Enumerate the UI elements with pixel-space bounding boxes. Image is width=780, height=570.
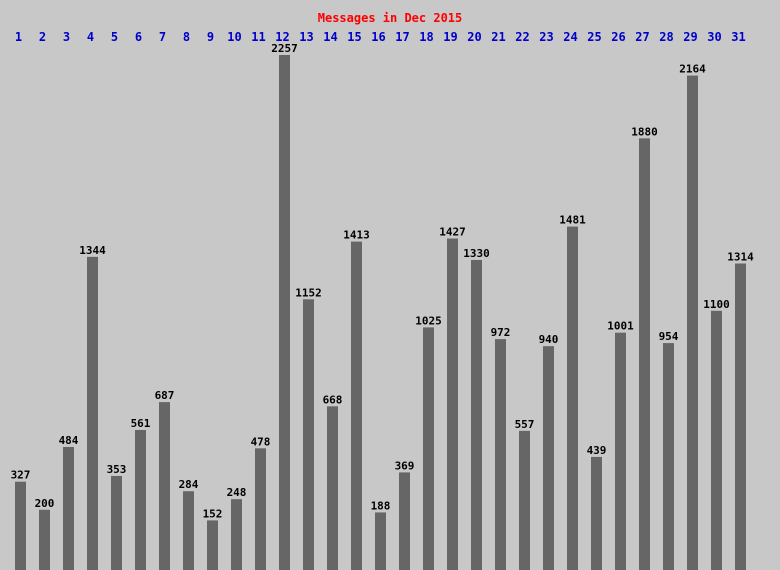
value-label: 1330 xyxy=(463,247,490,260)
bar xyxy=(711,310,722,570)
value-label: 668 xyxy=(323,393,343,406)
day-label: 10 xyxy=(227,30,241,44)
day-label: 31 xyxy=(731,30,745,44)
bar xyxy=(399,472,410,570)
day-label: 3 xyxy=(63,30,70,44)
bar xyxy=(375,512,386,570)
day-label: 20 xyxy=(467,30,481,44)
day-label: 19 xyxy=(443,30,457,44)
day-label: 18 xyxy=(419,30,433,44)
bar xyxy=(15,481,26,570)
bar xyxy=(327,406,338,570)
bar xyxy=(663,343,674,570)
value-label: 557 xyxy=(515,418,535,431)
value-label: 484 xyxy=(59,434,79,447)
bar xyxy=(87,256,98,570)
value-label: 972 xyxy=(491,326,511,339)
day-label: 16 xyxy=(371,30,385,44)
bar xyxy=(183,491,194,570)
value-label: 152 xyxy=(203,507,223,520)
bar xyxy=(735,263,746,570)
bar xyxy=(351,241,362,570)
value-label: 200 xyxy=(35,497,55,510)
day-label: 11 xyxy=(251,30,265,44)
bar xyxy=(303,299,314,570)
bar xyxy=(423,327,434,570)
day-label: 9 xyxy=(207,30,214,44)
day-label: 14 xyxy=(323,30,337,44)
day-label: 30 xyxy=(707,30,721,44)
value-label: 940 xyxy=(539,333,559,346)
bar xyxy=(639,138,650,570)
day-label: 15 xyxy=(347,30,361,44)
day-label: 28 xyxy=(659,30,673,44)
day-label: 5 xyxy=(111,30,118,44)
value-label: 1001 xyxy=(607,320,634,333)
day-label: 25 xyxy=(587,30,601,44)
bar xyxy=(519,430,530,570)
bar xyxy=(471,259,482,570)
value-label: 687 xyxy=(155,389,175,402)
day-label: 12 xyxy=(275,30,289,44)
day-label: 1 xyxy=(15,30,22,44)
bar xyxy=(543,346,554,570)
bar xyxy=(159,402,170,570)
value-label: 1427 xyxy=(439,226,466,239)
bar xyxy=(615,332,626,570)
bar xyxy=(447,238,458,570)
day-label: 21 xyxy=(491,30,505,44)
day-label: 24 xyxy=(563,30,577,44)
value-label: 327 xyxy=(11,469,31,482)
chart-title: Messages in Dec 2015 xyxy=(318,11,463,25)
value-label: 1344 xyxy=(79,244,106,257)
value-label: 353 xyxy=(107,463,127,476)
bar xyxy=(207,520,218,570)
day-label: 8 xyxy=(183,30,190,44)
value-label: 1481 xyxy=(559,214,586,227)
value-label: 954 xyxy=(659,330,679,343)
bar xyxy=(135,429,146,570)
day-label: 27 xyxy=(635,30,649,44)
day-label: 26 xyxy=(611,30,625,44)
bar xyxy=(567,226,578,570)
bar xyxy=(255,448,266,570)
value-label: 284 xyxy=(179,478,199,491)
value-label: 1314 xyxy=(727,250,754,263)
bar xyxy=(111,475,122,570)
bar xyxy=(591,456,602,570)
day-label: 13 xyxy=(299,30,313,44)
bar xyxy=(39,509,50,570)
bar xyxy=(231,499,242,570)
day-label: 6 xyxy=(135,30,142,44)
value-label: 1025 xyxy=(415,314,442,327)
value-label: 1880 xyxy=(631,125,658,138)
value-label: 1152 xyxy=(295,286,322,299)
day-label: 7 xyxy=(159,30,166,44)
value-label: 439 xyxy=(587,444,607,457)
value-label: 1413 xyxy=(343,229,370,242)
value-label: 561 xyxy=(131,417,151,430)
bar xyxy=(687,75,698,570)
value-label: 248 xyxy=(227,486,247,499)
day-label: 22 xyxy=(515,30,529,44)
day-label: 2 xyxy=(39,30,46,44)
value-label: 2257 xyxy=(271,42,298,55)
day-label: 29 xyxy=(683,30,697,44)
value-label: 478 xyxy=(251,435,271,448)
bar xyxy=(495,339,506,570)
value-label: 188 xyxy=(371,499,391,512)
value-label: 369 xyxy=(395,459,415,472)
value-label: 1100 xyxy=(703,298,730,311)
value-label: 2164 xyxy=(679,63,706,76)
day-label: 4 xyxy=(87,30,94,44)
bar xyxy=(279,55,290,570)
bar xyxy=(63,446,74,570)
day-label: 23 xyxy=(539,30,553,44)
day-label: 17 xyxy=(395,30,409,44)
